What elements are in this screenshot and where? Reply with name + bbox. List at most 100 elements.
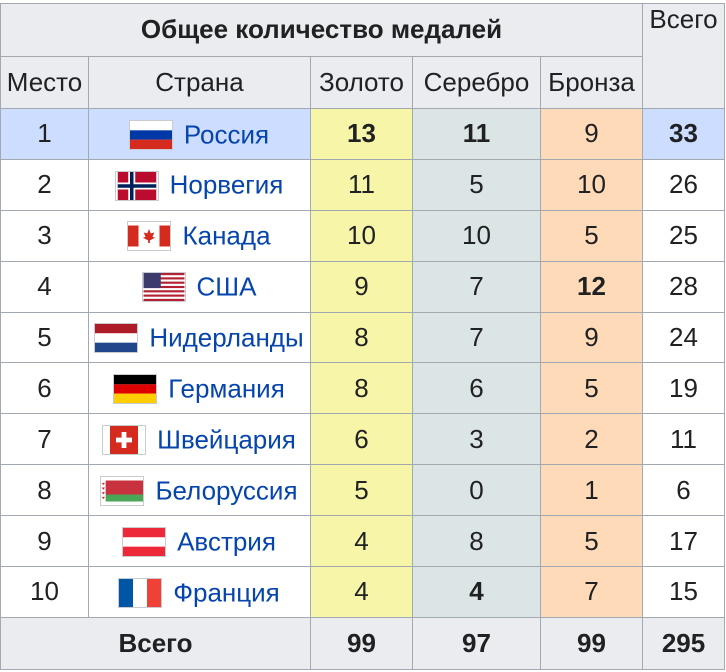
country-cell: Германия: [88, 362, 311, 415]
gold-cell: 6: [310, 413, 413, 466]
total-cell: 15: [642, 566, 726, 618]
country-cell: Белоруссия: [88, 464, 311, 517]
country-link[interactable]: Швейцария: [157, 424, 296, 455]
place-cell: 9: [0, 515, 89, 568]
silver-cell: 0: [412, 464, 541, 517]
total-cell: 19: [642, 362, 726, 415]
place-cell: 4: [0, 260, 89, 313]
country-link[interactable]: Россия: [183, 119, 270, 150]
totals-label: Всего: [0, 616, 311, 671]
total-cell: 24: [642, 311, 726, 364]
gold-cell: 11: [310, 158, 413, 211]
country-cell: Норвегия: [88, 158, 311, 211]
silver-cell: 7: [412, 311, 541, 364]
total-cell: 28: [642, 260, 726, 313]
silver-cell: 5: [412, 158, 541, 211]
header-country[interactable]: Страна: [88, 55, 311, 109]
totals-row: Всего 99 97 99 295: [0, 616, 726, 671]
belarus-flag-icon[interactable]: [101, 477, 144, 505]
total-cell: 6: [642, 464, 726, 517]
bronze-cell: 9: [539, 107, 644, 160]
gold-cell: 5: [310, 464, 413, 517]
header-total[interactable]: Всего: [642, 3, 726, 109]
place-cell: 6: [0, 362, 89, 415]
germany-flag-icon[interactable]: [114, 375, 157, 404]
country-link[interactable]: Франция: [173, 577, 280, 608]
country-link[interactable]: США: [196, 271, 257, 302]
bronze-cell: 5: [539, 362, 644, 415]
totals-gold: 99: [310, 616, 413, 671]
bronze-cell: 9: [539, 311, 644, 364]
russia-flag-icon[interactable]: [129, 120, 172, 149]
country-cell: Франция: [88, 566, 311, 618]
header-silver[interactable]: Серебро: [412, 55, 541, 109]
country-link[interactable]: Германия: [168, 373, 285, 404]
country-link[interactable]: Австрия: [177, 526, 276, 557]
country-cell: Австрия: [88, 515, 311, 568]
place-cell: 3: [0, 209, 89, 262]
totals-silver: 97: [412, 616, 541, 671]
table-row: 4 США 9 7 12 28: [0, 260, 726, 313]
totals-total: 295: [642, 616, 726, 671]
header-bronze[interactable]: Бронза: [539, 55, 644, 109]
country-cell: Россия: [88, 107, 311, 160]
table-row: 2 Норвегия 11 5 10 26: [0, 158, 726, 211]
total-cell: 25: [642, 209, 726, 262]
table-row: 1 Россия 13 11 9 33: [0, 107, 726, 160]
total-cell: 33: [642, 107, 726, 160]
table-row: 6 Германия 8 6 5 19: [0, 362, 726, 415]
header-gold[interactable]: Золото: [310, 55, 413, 109]
place-cell: 8: [0, 464, 89, 517]
gold-cell: 9: [310, 260, 413, 313]
bronze-cell: 10: [539, 158, 644, 211]
silver-cell: 4: [412, 566, 541, 618]
header-place[interactable]: Место: [0, 55, 89, 109]
canada-flag-icon[interactable]: [128, 222, 171, 250]
silver-cell: 8: [412, 515, 541, 568]
place-cell: 7: [0, 413, 89, 466]
table-row: 10 Франция 4 4 7 15: [0, 566, 726, 618]
place-cell: 1: [0, 107, 89, 160]
silver-cell: 11: [412, 107, 541, 160]
country-link[interactable]: Норвегия: [169, 170, 284, 201]
switzerland-flag-icon[interactable]: [103, 426, 146, 455]
bronze-cell: 7: [539, 566, 644, 618]
total-cell: 11: [642, 413, 726, 466]
table-row: 7 Швейцария 6 3 2 11: [0, 413, 726, 466]
gold-cell: 4: [310, 515, 413, 568]
bronze-cell: 12: [539, 260, 644, 313]
gold-cell: 10: [310, 209, 413, 262]
totals-bronze: 99: [539, 616, 644, 671]
place-cell: 2: [0, 158, 89, 211]
france-flag-icon[interactable]: [119, 578, 162, 607]
silver-cell: 3: [412, 413, 541, 466]
gold-cell: 13: [310, 107, 413, 160]
country-link[interactable]: Канада: [182, 220, 271, 251]
gold-cell: 8: [310, 362, 413, 415]
table-row: 5 Нидерланды 8 7 9 24: [0, 311, 726, 364]
country-cell: Швейцария: [88, 413, 311, 466]
country-cell: Канада: [88, 209, 311, 262]
bronze-cell: 2: [539, 413, 644, 466]
netherlands-flag-icon[interactable]: [95, 324, 138, 353]
usa-flag-icon[interactable]: [143, 273, 185, 302]
table-row: 3 Канада 10 10 5 25: [0, 209, 726, 262]
silver-cell: 7: [412, 260, 541, 313]
austria-flag-icon[interactable]: [123, 527, 166, 556]
silver-cell: 10: [412, 209, 541, 262]
medal-table: Общее количество медалей Всего Место Стр…: [0, 3, 726, 671]
country-cell: США: [88, 260, 311, 313]
norway-flag-icon[interactable]: [116, 171, 158, 200]
country-link[interactable]: Нидерланды: [149, 322, 304, 353]
gold-cell: 8: [310, 311, 413, 364]
bronze-cell: 5: [539, 515, 644, 568]
table-row: 8 Белоруссия 5 0 1 6: [0, 464, 726, 517]
total-cell: 17: [642, 515, 726, 568]
table-title: Общее количество медалей: [0, 3, 644, 57]
place-cell: 5: [0, 311, 89, 364]
country-cell: Нидерланды: [88, 311, 311, 364]
table-row: 9 Австрия 4 8 5 17: [0, 515, 726, 568]
total-cell: 26: [642, 158, 726, 211]
gold-cell: 4: [310, 566, 413, 618]
country-link[interactable]: Белоруссия: [155, 475, 298, 506]
